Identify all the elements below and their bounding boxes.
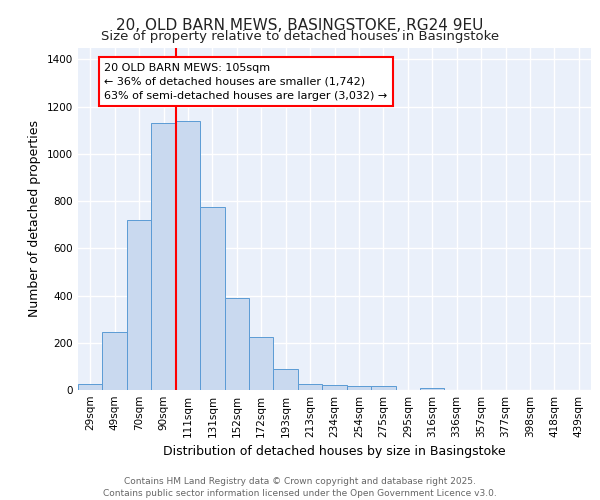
Bar [298,384,322,390]
Bar [249,337,274,390]
Y-axis label: Number of detached properties: Number of detached properties [28,120,41,318]
Bar [224,298,249,390]
Bar [103,332,127,390]
Bar [176,120,200,390]
X-axis label: Distribution of detached houses by size in Basingstoke: Distribution of detached houses by size … [163,446,506,458]
Bar [200,207,224,390]
Bar [78,384,103,390]
Text: Contains HM Land Registry data © Crown copyright and database right 2025.
Contai: Contains HM Land Registry data © Crown c… [103,476,497,498]
Bar [151,123,176,390]
Text: 20 OLD BARN MEWS: 105sqm
← 36% of detached houses are smaller (1,742)
63% of sem: 20 OLD BARN MEWS: 105sqm ← 36% of detach… [104,63,388,101]
Bar [371,386,395,390]
Bar [127,220,151,390]
Text: Size of property relative to detached houses in Basingstoke: Size of property relative to detached ho… [101,30,499,43]
Bar [420,388,445,390]
Text: 20, OLD BARN MEWS, BASINGSTOKE, RG24 9EU: 20, OLD BARN MEWS, BASINGSTOKE, RG24 9EU [116,18,484,32]
Bar [347,386,371,390]
Bar [274,368,298,390]
Bar [322,386,347,390]
